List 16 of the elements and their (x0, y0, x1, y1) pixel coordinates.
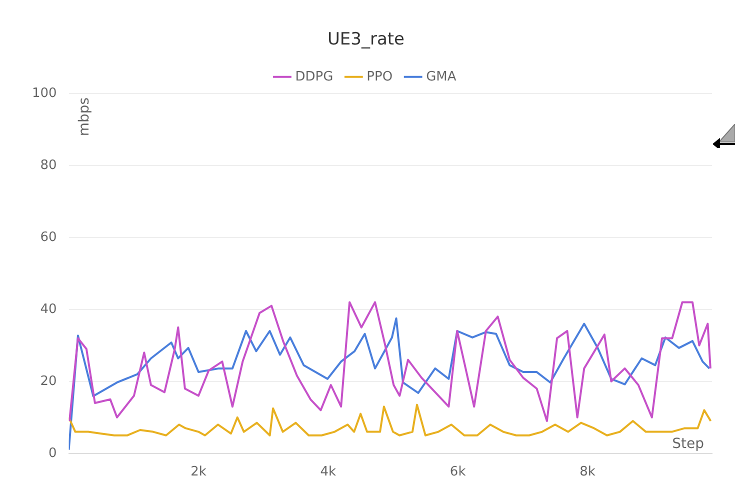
x-tick-label: 4k (320, 464, 337, 480)
chart-title: UE3_rate (327, 30, 405, 50)
y-tick-label: 100 (32, 86, 57, 101)
y-tick-label: 20 (40, 374, 57, 389)
y-axis-title: mbps (76, 97, 92, 136)
legend-label: DDPG (295, 69, 334, 84)
y-tick-label: 60 (40, 230, 57, 245)
x-tick-label: 2k (190, 464, 207, 480)
x-axis-title: Step (672, 436, 704, 452)
y-tick-label: 0 (48, 446, 57, 461)
x-tick-label: 6k (450, 464, 466, 480)
legend-label: PPO (366, 69, 393, 84)
legend-label: GMA (426, 69, 456, 84)
y-tick-label: 80 (40, 158, 57, 173)
y-tick-label: 40 (40, 302, 57, 317)
x-tick-label: 8k (580, 464, 596, 480)
